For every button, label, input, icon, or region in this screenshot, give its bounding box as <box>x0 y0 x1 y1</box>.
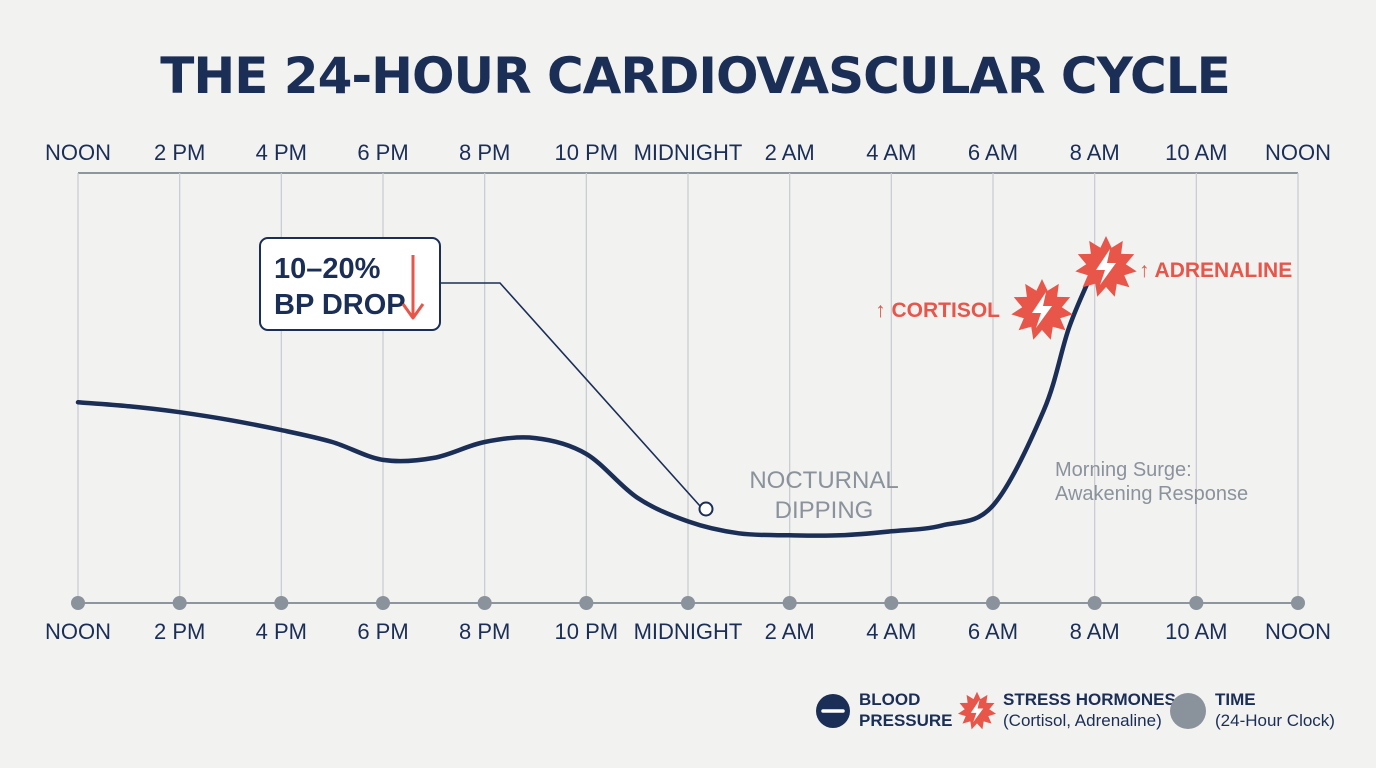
morning-surge-line2: Awakening Response <box>1055 483 1248 505</box>
axis-dot <box>884 596 899 610</box>
bottom-tick-labels: NOON 2 PM 4 PM 6 PM 8 PM 10 PM MIDNIGHT 2 AM 4 A… <box>45 619 1331 644</box>
adrenaline-label: ↑ ADRENALINE <box>1139 259 1292 282</box>
bottom-tick-label: 2 PM <box>154 619 205 644</box>
axis-dot <box>681 596 695 610</box>
axis-dot <box>71 596 85 610</box>
bottom-tick-label: 10 PM <box>555 619 619 644</box>
callout-marker <box>698 501 714 517</box>
legend-stress-hormones-icon <box>957 691 997 730</box>
bottom-tick-label: 8 AM <box>1070 619 1120 644</box>
top-tick-label: 6 PM <box>357 140 408 165</box>
legend-stress-label: STRESS HORMONES <box>1003 690 1176 709</box>
axis-dot <box>782 596 797 610</box>
legend-time-sublabel: (24-Hour Clock) <box>1215 711 1335 730</box>
axis-dot <box>1087 596 1102 610</box>
top-tick-label: 10 PM <box>555 140 619 165</box>
callout-line2: BP DROP <box>274 289 406 321</box>
bottom-tick-label: 6 AM <box>968 619 1018 644</box>
callout-line1: 10–20% <box>274 253 381 285</box>
chart-title: THE 24-HOUR CARDIOVASCULAR CYCLE <box>160 47 1229 105</box>
bp-drop-callout: 10–20% BP DROP <box>259 237 441 331</box>
adrenaline-burst-icon <box>1075 236 1137 297</box>
axis-dot <box>477 596 492 610</box>
bottom-tick-label: 4 PM <box>256 619 307 644</box>
legend-bp-label2: PRESSURE <box>859 711 953 730</box>
top-tick-label: 4 AM <box>866 140 916 165</box>
legend-time-icon <box>1170 693 1206 729</box>
top-tick-label: NOON <box>1265 140 1331 165</box>
bottom-tick-label: 4 AM <box>866 619 916 644</box>
axis-dot <box>1291 596 1305 610</box>
bottom-tick-label: 2 AM <box>765 619 815 644</box>
blood-pressure-line <box>75 265 1097 538</box>
axis-dot <box>579 596 594 610</box>
axis-dot <box>1189 596 1204 610</box>
axis-dot <box>172 596 187 610</box>
callout-box <box>259 237 441 331</box>
down-arrow-icon <box>401 255 425 320</box>
cortisol-burst-icon <box>1011 279 1073 340</box>
bottom-tick-label: 10 AM <box>1165 619 1227 644</box>
legend-bp-label: BLOOD <box>859 690 920 709</box>
axis-dot <box>376 596 390 610</box>
legend-blood-pressure-icon <box>816 694 850 728</box>
top-tick-label: 10 AM <box>1165 140 1227 165</box>
bottom-tick-label: NOON <box>45 619 111 644</box>
axis-dot <box>274 596 289 610</box>
top-tick-label: 8 PM <box>459 140 510 165</box>
bottom-tick-label: 6 PM <box>357 619 408 644</box>
top-tick-label: 4 PM <box>256 140 307 165</box>
top-tick-label: MIDNIGHT <box>634 140 743 165</box>
top-tick-label: 2 AM <box>765 140 815 165</box>
morning-surge-line1: Morning Surge: <box>1055 459 1192 481</box>
cortisol-label: ↑ CORTISOL <box>875 299 1000 322</box>
top-tick-label: 2 PM <box>154 140 205 165</box>
nocturnal-dipping-line2: DIPPING <box>775 497 874 524</box>
legend-stress-sublabel: (Cortisol, Adrenaline) <box>1003 711 1162 730</box>
top-tick-label: NOON <box>45 140 111 165</box>
legend-time-label: TIME <box>1215 690 1256 709</box>
bottom-tick-label: MIDNIGHT <box>634 619 743 644</box>
top-tick-label: 8 AM <box>1070 140 1120 165</box>
axis-dot <box>986 596 1000 610</box>
nocturnal-dipping-line1: NOCTURNAL <box>749 467 898 494</box>
callout-leader-line <box>438 282 701 507</box>
top-tick-label: 6 AM <box>968 140 1018 165</box>
bottom-tick-label: 8 PM <box>459 619 510 644</box>
grid-lines <box>77 173 1299 603</box>
legend: BLOOD PRESSURE STRESS HORMONES (Cortisol… <box>816 690 1335 730</box>
bottom-tick-label: NOON <box>1265 619 1331 644</box>
axis-dots <box>71 596 1305 610</box>
top-tick-labels: NOON 2 PM 4 PM 6 PM 8 PM 10 PM MIDNIGHT 2 AM 4 A… <box>45 140 1331 165</box>
